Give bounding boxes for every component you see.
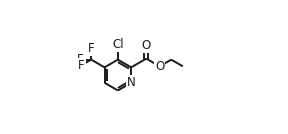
Text: F: F <box>77 53 83 66</box>
Text: F: F <box>78 59 85 72</box>
Text: O: O <box>142 39 151 52</box>
Text: N: N <box>127 76 136 89</box>
Text: O: O <box>155 60 164 73</box>
Text: Cl: Cl <box>112 38 124 51</box>
Text: F: F <box>88 42 94 55</box>
